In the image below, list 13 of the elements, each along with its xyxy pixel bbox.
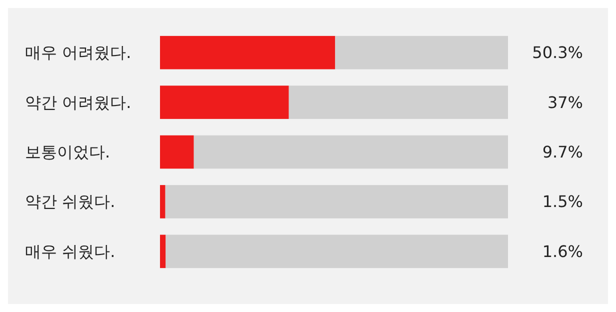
data-label: 9.7% — [542, 142, 583, 162]
data-label: 50.3% — [532, 43, 583, 62]
y-tick-label: 약간 어려웠다. — [25, 92, 132, 112]
y-tick-label: 매우 쉬웠다. — [25, 242, 116, 261]
data-label: 37% — [547, 92, 583, 112]
y-tick-label: 매우 어려웠다. — [25, 43, 132, 62]
bar — [160, 135, 194, 169]
data-label: 1.6% — [542, 242, 583, 261]
bar — [160, 234, 166, 268]
bar — [160, 185, 166, 218]
y-tick-label: 보통이었다. — [25, 142, 110, 162]
y-tick-label: 약간 쉬웠다. — [25, 192, 116, 212]
data-label: 1.5% — [542, 192, 583, 212]
